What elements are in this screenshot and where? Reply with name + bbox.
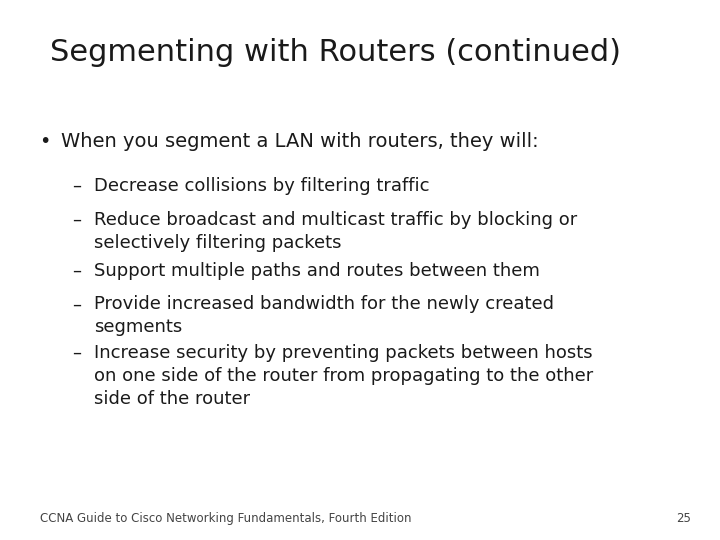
- Text: Segmenting with Routers (continued): Segmenting with Routers (continued): [50, 38, 621, 67]
- Text: 25: 25: [676, 512, 691, 525]
- Text: –: –: [72, 262, 81, 280]
- Text: –: –: [72, 211, 81, 228]
- Text: Provide increased bandwidth for the newly created
segments: Provide increased bandwidth for the newl…: [94, 295, 554, 336]
- Text: –: –: [72, 177, 81, 195]
- Text: When you segment a LAN with routers, they will:: When you segment a LAN with routers, the…: [61, 132, 539, 151]
- Text: –: –: [72, 295, 81, 313]
- Text: Reduce broadcast and multicast traffic by blocking or
selectively filtering pack: Reduce broadcast and multicast traffic b…: [94, 211, 577, 252]
- Text: CCNA Guide to Cisco Networking Fundamentals, Fourth Edition: CCNA Guide to Cisco Networking Fundament…: [40, 512, 411, 525]
- Text: –: –: [72, 344, 81, 362]
- Text: Decrease collisions by filtering traffic: Decrease collisions by filtering traffic: [94, 177, 429, 195]
- Text: Increase security by preventing packets between hosts
on one side of the router : Increase security by preventing packets …: [94, 344, 593, 408]
- Text: Support multiple paths and routes between them: Support multiple paths and routes betwee…: [94, 262, 539, 280]
- Text: •: •: [40, 132, 51, 151]
